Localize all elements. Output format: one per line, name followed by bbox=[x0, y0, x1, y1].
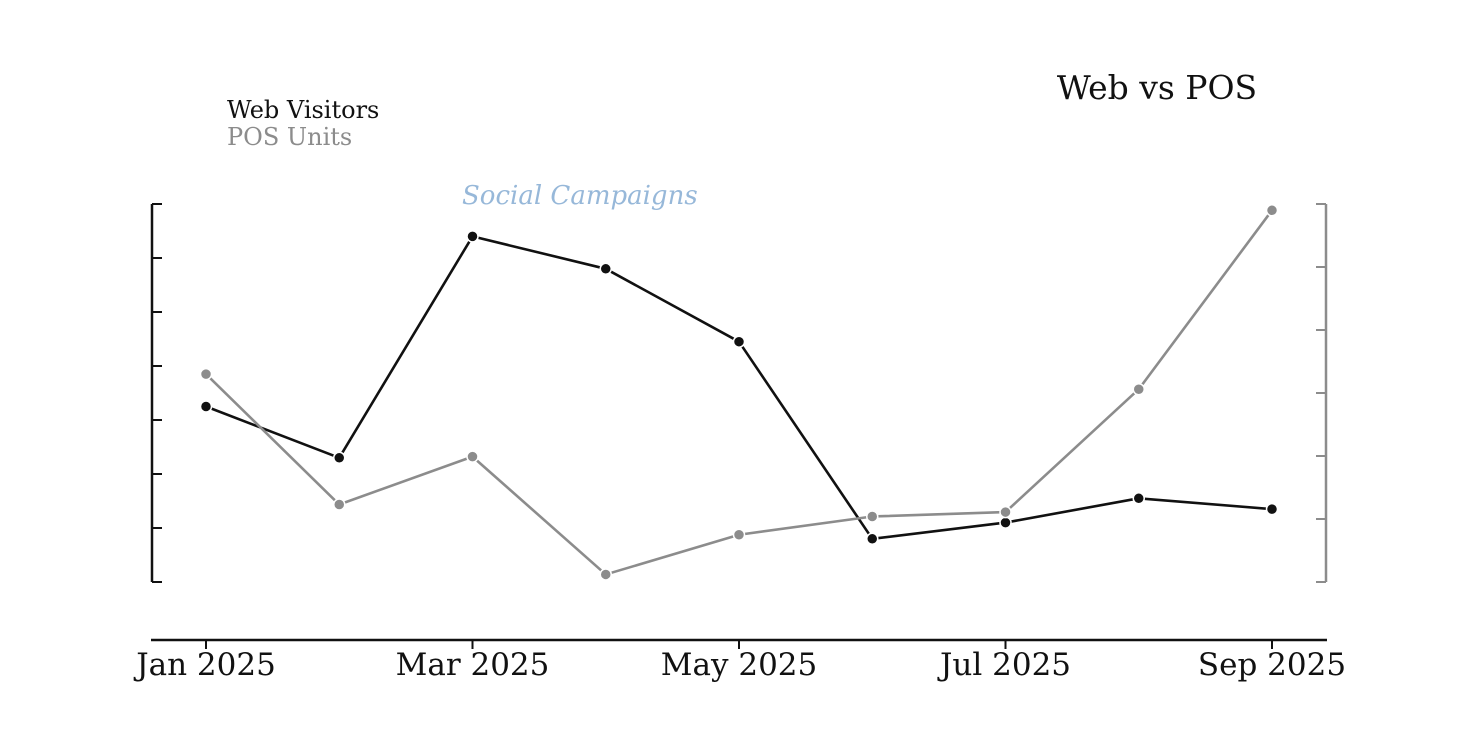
series-layer bbox=[199, 204, 1279, 581]
data-point bbox=[1265, 204, 1279, 217]
x-tick-label: Jan 2025 bbox=[133, 647, 276, 683]
data-point bbox=[866, 510, 879, 523]
series-pos-units bbox=[199, 204, 1279, 581]
series-line bbox=[205, 209, 1274, 576]
data-point bbox=[599, 568, 612, 581]
data-point bbox=[732, 528, 746, 541]
data-point bbox=[333, 498, 346, 511]
data-point bbox=[866, 532, 879, 546]
data-point bbox=[1132, 492, 1145, 505]
x-tick-label: Jul 2025 bbox=[937, 647, 1071, 683]
data-point bbox=[999, 505, 1012, 519]
x-tick-label: Sep 2025 bbox=[1198, 647, 1346, 683]
data-point bbox=[599, 262, 612, 276]
chart-title: Web vs POS bbox=[1057, 68, 1257, 107]
legend-entry-web-visitors: Web Visitors bbox=[227, 96, 379, 124]
data-point bbox=[199, 367, 213, 381]
left-y-axis bbox=[150, 203, 162, 583]
data-point bbox=[1265, 502, 1279, 516]
right-y-axis bbox=[1316, 203, 1328, 583]
data-point bbox=[999, 516, 1012, 529]
data-point bbox=[466, 450, 479, 463]
legend: Web Visitors POS Units bbox=[227, 96, 379, 151]
data-point bbox=[732, 335, 746, 348]
data-point bbox=[1132, 382, 1145, 396]
data-point bbox=[199, 400, 213, 413]
data-point bbox=[466, 230, 479, 243]
series-line bbox=[205, 235, 1273, 541]
annotation-social-campaigns: Social Campaigns bbox=[462, 181, 698, 211]
data-point bbox=[333, 451, 346, 465]
legend-entry-pos-units: POS Units bbox=[227, 123, 352, 151]
x-tick-label: Mar 2025 bbox=[396, 647, 550, 683]
series-web-visitors bbox=[199, 230, 1279, 546]
x-axis: Jan 2025 Mar 2025 May 2025 Jul 2025 Sep 2025 bbox=[133, 638, 1346, 683]
x-tick-label: May 2025 bbox=[661, 647, 817, 683]
